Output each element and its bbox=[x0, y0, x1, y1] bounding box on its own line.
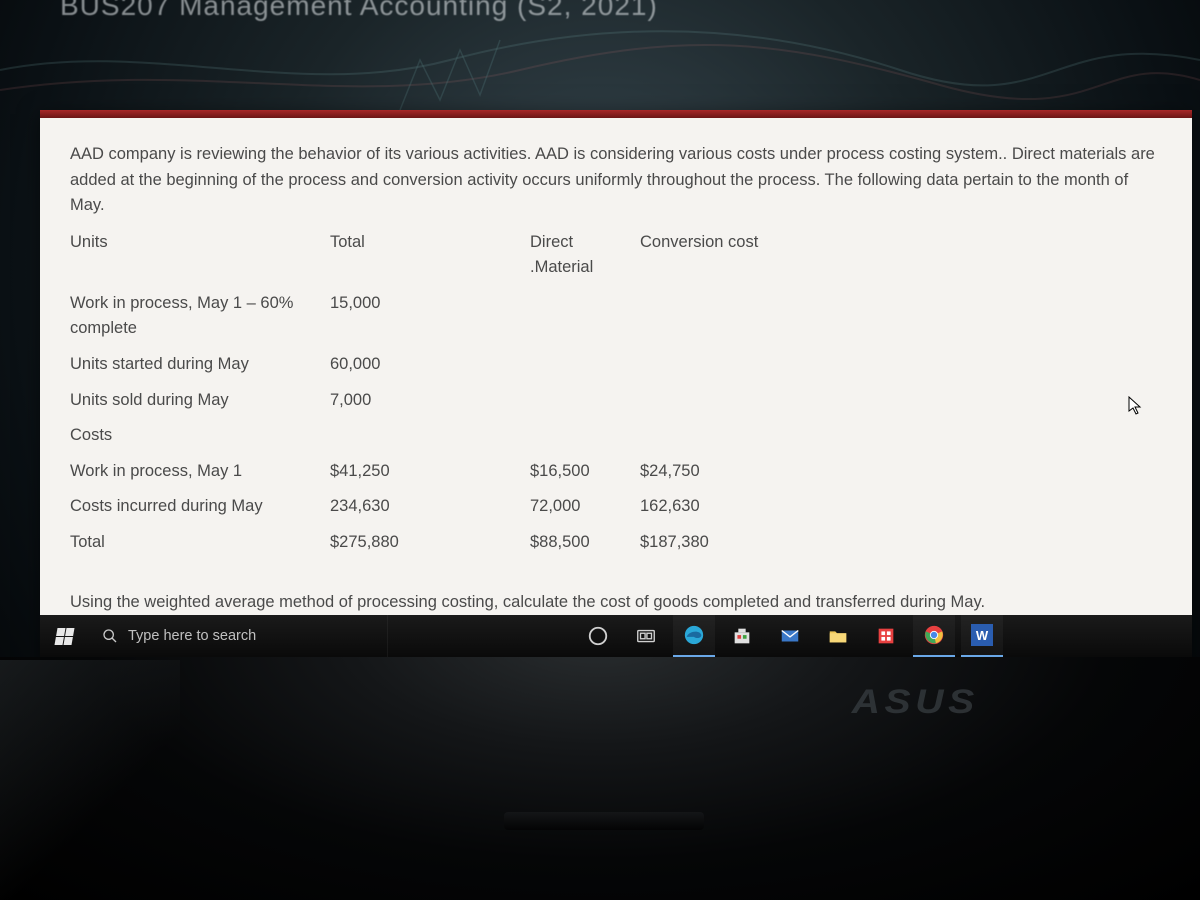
windows-taskbar: Type here to search W bbox=[40, 615, 1192, 657]
chrome-taskbar-icon[interactable] bbox=[913, 615, 955, 657]
row-cc: $24,750 bbox=[640, 454, 1162, 490]
explorer-taskbar-icon[interactable] bbox=[817, 615, 859, 657]
row-dm: 72,000 bbox=[530, 489, 640, 525]
row-total: $275,880 bbox=[330, 525, 530, 561]
store-taskbar-icon[interactable] bbox=[721, 615, 763, 657]
cortana-button[interactable] bbox=[577, 615, 619, 657]
table-row: Costs incurred during May 234,630 72,000… bbox=[70, 489, 1162, 525]
col-header-conversion-cost: Conversion cost bbox=[640, 225, 1162, 286]
row-cc: 162,630 bbox=[640, 489, 1162, 525]
windows-logo-icon bbox=[54, 628, 74, 645]
row-total: 60,000 bbox=[330, 347, 530, 383]
row-cc: $187,380 bbox=[640, 525, 1162, 561]
mail-taskbar-icon[interactable] bbox=[769, 615, 811, 657]
edge-taskbar-icon[interactable] bbox=[673, 615, 715, 657]
row-cc bbox=[640, 286, 1162, 347]
search-placeholder-text: Type here to search bbox=[128, 628, 256, 644]
col-header-total: Total bbox=[330, 225, 530, 286]
snip-taskbar-icon[interactable] bbox=[865, 615, 907, 657]
row-label: Work in process, May 1 – 60% complete bbox=[70, 286, 330, 347]
row-dm bbox=[530, 286, 640, 347]
costing-table: Units Total Direct .Material Conversion … bbox=[70, 225, 1162, 561]
row-label: Costs incurred during May bbox=[70, 489, 330, 525]
chrome-icon bbox=[923, 624, 945, 646]
row-total: 15,000 bbox=[330, 286, 530, 347]
start-button[interactable] bbox=[40, 615, 88, 657]
col-header-direct-material: Direct .Material bbox=[530, 225, 640, 286]
row-cc bbox=[640, 347, 1162, 383]
edge-icon bbox=[683, 624, 705, 646]
word-taskbar-icon[interactable]: W bbox=[961, 615, 1003, 657]
table-row: Work in process, May 1 – 60% complete 15… bbox=[70, 286, 1162, 347]
folder-icon bbox=[827, 625, 849, 647]
taskbar-center-icons: W bbox=[388, 615, 1192, 657]
row-total: 7,000 bbox=[330, 383, 530, 419]
question-card: AAD company is reviewing the behavior of… bbox=[40, 110, 1192, 697]
laptop-bezel: ASUS bbox=[0, 657, 1200, 900]
table-row: Work in process, May 1 $41,250 $16,500 $… bbox=[70, 454, 1162, 490]
store-icon bbox=[731, 625, 753, 647]
col-header-units: Units bbox=[70, 225, 330, 286]
question-closing-text: Using the weighted average method of pro… bbox=[70, 590, 1162, 616]
table-header-row: Units Total Direct .Material Conversion … bbox=[70, 225, 1162, 286]
row-label: Costs bbox=[70, 418, 330, 454]
table-row: Units sold during May 7,000 bbox=[70, 383, 1162, 419]
task-view-button[interactable] bbox=[625, 615, 667, 657]
row-label: Units sold during May bbox=[70, 383, 330, 419]
row-dm bbox=[530, 418, 640, 454]
laptop-hinge bbox=[504, 812, 704, 830]
taskbar-search[interactable]: Type here to search bbox=[88, 615, 388, 657]
mail-icon bbox=[779, 625, 801, 647]
row-dm bbox=[530, 383, 640, 419]
task-view-icon bbox=[635, 625, 657, 647]
screen-reflection bbox=[0, 660, 180, 900]
row-dm: $16,500 bbox=[530, 454, 640, 490]
question-intro-text: AAD company is reviewing the behavior of… bbox=[70, 142, 1162, 219]
word-icon: W bbox=[971, 624, 993, 646]
row-label: Units started during May bbox=[70, 347, 330, 383]
row-total: 234,630 bbox=[330, 489, 530, 525]
table-row: Total $275,880 $88,500 $187,380 bbox=[70, 525, 1162, 561]
row-cc bbox=[640, 383, 1162, 419]
row-total bbox=[330, 418, 530, 454]
row-cc bbox=[640, 418, 1162, 454]
table-row: Costs bbox=[70, 418, 1162, 454]
table-row: Units started during May 60,000 bbox=[70, 347, 1162, 383]
snip-icon bbox=[875, 625, 897, 647]
row-label: Work in process, May 1 bbox=[70, 454, 330, 490]
circle-icon bbox=[587, 625, 609, 647]
row-dm: $88,500 bbox=[530, 525, 640, 561]
page-header-title: BUS207 Management Accounting (S2, 2021) bbox=[60, 0, 658, 22]
row-total: $41,250 bbox=[330, 454, 530, 490]
search-icon bbox=[102, 628, 118, 644]
asus-logo: ASUS bbox=[851, 683, 978, 722]
row-dm bbox=[530, 347, 640, 383]
row-label: Total bbox=[70, 525, 330, 561]
